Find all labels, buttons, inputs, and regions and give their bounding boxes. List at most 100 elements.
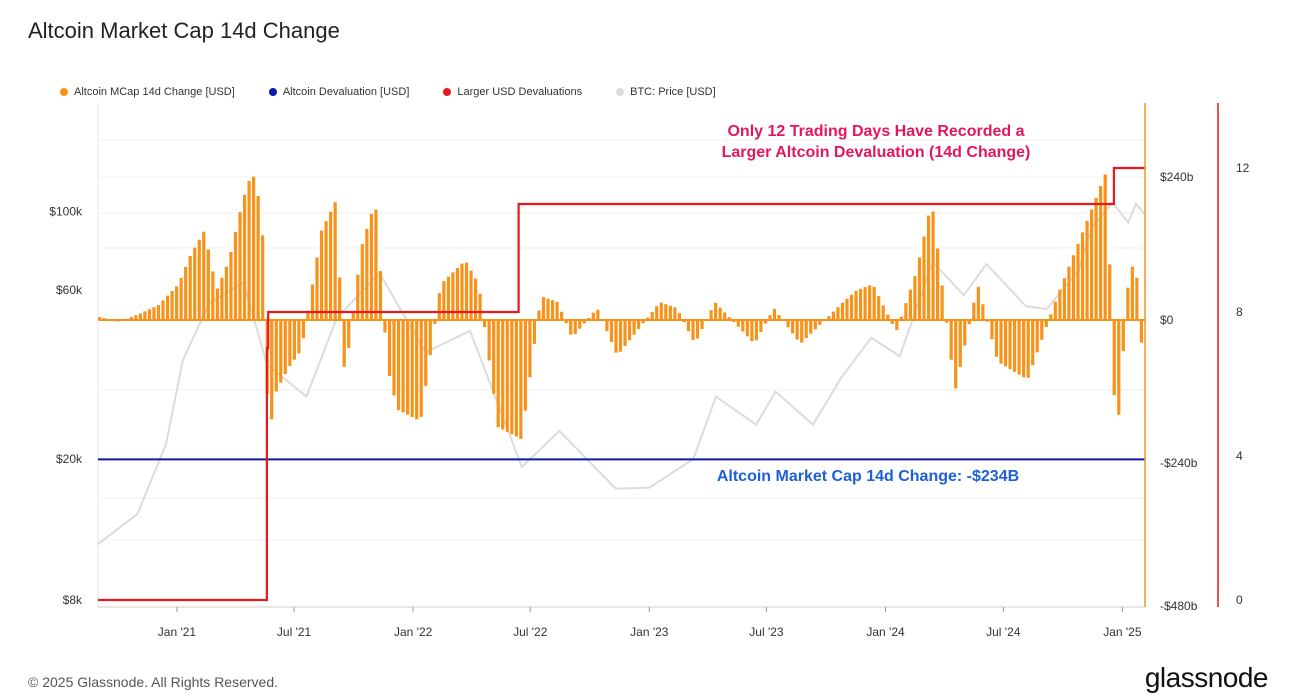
mcap-change-bar xyxy=(827,316,831,320)
mcap-change-bar xyxy=(428,320,432,355)
mcap-change-bar xyxy=(754,320,759,341)
mcap-change-bar xyxy=(872,286,876,320)
mcap-change-bar xyxy=(800,320,804,343)
mcap-change-bar xyxy=(714,302,718,320)
mcap-change-bar xyxy=(881,305,885,320)
left-tick-label-2: $60k xyxy=(56,283,83,297)
mcap-change-bar xyxy=(555,301,559,320)
btc-price-line xyxy=(97,200,1146,545)
mcap-change-bar xyxy=(297,320,301,354)
mcap-change-bar xyxy=(940,285,944,320)
mcap-change-bar xyxy=(1040,320,1044,340)
mcap-change-bar xyxy=(609,320,614,342)
mcap-change-bar xyxy=(818,320,822,325)
right-count-tick-label-0: 12 xyxy=(1236,161,1250,175)
right-usd-tick-label-2: -$240b xyxy=(1160,456,1198,470)
grid-lines xyxy=(97,103,1145,608)
x-tick-label-2: Jan '22 xyxy=(394,625,433,639)
legend-item-btc-price[interactable]: BTC: Price [USD] xyxy=(616,86,716,98)
mcap-change-bar xyxy=(659,302,663,320)
mcap-change-bar xyxy=(437,293,441,320)
mcap-change-bar xyxy=(886,314,890,320)
x-tick-label-5: Jul '23 xyxy=(749,625,784,639)
mcap-change-bar xyxy=(1135,277,1139,320)
mcap-change-bar xyxy=(641,320,645,324)
mcap-change-bar xyxy=(464,262,469,320)
mcap-change-bar xyxy=(224,266,229,320)
mcap-change-bar xyxy=(523,320,527,411)
left-tick-label-1: $20k xyxy=(56,452,83,466)
mcap-change-bar xyxy=(519,320,523,439)
mcap-change-bar xyxy=(365,229,369,320)
mcap-change-bar xyxy=(1008,320,1012,370)
brand-logo: glassnode xyxy=(1144,662,1269,693)
mcap-change-bar xyxy=(954,320,958,389)
x-tick-label-6: Jan '24 xyxy=(866,625,905,639)
mcap-change-bar xyxy=(247,180,251,320)
legend-item-mcap-change[interactable]: Altcoin MCap 14d Change [USD] xyxy=(60,86,235,98)
mcap-change-bar xyxy=(1012,320,1017,372)
mcap-change-bar xyxy=(1117,320,1121,415)
mcap-change-bar xyxy=(315,257,319,320)
mcap-change-bar xyxy=(1085,220,1089,320)
mcap-change-bar xyxy=(306,311,310,320)
right-usd-tick-label-0: $240b xyxy=(1160,170,1194,184)
mcap-change-bar xyxy=(360,244,364,320)
mcap-change-bar xyxy=(455,267,460,320)
mcap-change-bar xyxy=(460,263,464,320)
mcap-change-bar xyxy=(591,312,595,320)
overlay-lines xyxy=(98,166,1145,602)
mcap-change-bar xyxy=(1121,320,1125,352)
mcap-change-bar xyxy=(496,320,500,428)
mcap-change-bar xyxy=(505,320,509,432)
mcap-change-bar xyxy=(768,315,772,320)
mcap-change-bar xyxy=(890,320,894,324)
mcap-change-bar xyxy=(958,320,962,367)
mcap-change-bar xyxy=(98,317,102,320)
mcap-change-bar xyxy=(1017,320,1021,375)
mcap-change-bar xyxy=(1108,264,1112,320)
mcap-change-bar xyxy=(319,230,324,320)
legend-item-larger-devaluations[interactable]: Larger USD Devaluations xyxy=(443,86,582,98)
mcap-change-bar xyxy=(718,307,722,320)
mcap-change-bar xyxy=(1089,209,1094,320)
mcap-change-bar xyxy=(963,320,967,346)
mcap-change-bar xyxy=(473,278,478,320)
mcap-change-bar xyxy=(682,320,686,323)
mcap-change-bar xyxy=(1103,174,1107,320)
mcap-change-bar xyxy=(845,298,849,320)
mcap-change-bar xyxy=(1076,243,1080,320)
mcap-change-bar xyxy=(161,300,165,320)
mcap-change-bar xyxy=(999,320,1003,364)
mcap-change-bar xyxy=(849,294,854,320)
legend-label-larger-devaluations: Larger USD Devaluations xyxy=(457,86,583,98)
mcap-change-bar xyxy=(233,232,238,320)
mcap-change-bar xyxy=(143,311,147,320)
mcap-change-bar xyxy=(700,320,704,330)
mcap-change-bars xyxy=(98,174,1144,439)
mcap-change-bar xyxy=(1035,320,1039,353)
mcap-change-bar xyxy=(333,202,337,320)
mcap-change-bar xyxy=(261,235,265,320)
mcap-change-bar xyxy=(741,320,745,332)
legend-item-devaluation[interactable]: Altcoin Devaluation [USD] xyxy=(268,86,409,98)
copyright-footer: © 2025 Glassnode. All Rights Reserved. xyxy=(28,674,279,690)
legend-dot-btc-price xyxy=(616,88,625,96)
mcap-change-bar xyxy=(772,308,777,320)
right-usd-tick-label-3: -$480b xyxy=(1160,599,1198,613)
mcap-change-bar xyxy=(931,211,935,320)
mcap-change-bar xyxy=(541,297,546,320)
mcap-change-bar xyxy=(419,320,423,417)
mcap-change-bar xyxy=(537,310,541,320)
annotation-bottom: Altcoin Market Cap 14d Change: -$234B xyxy=(717,468,1019,485)
mcap-change-bar xyxy=(935,248,940,320)
mcap-change-bar xyxy=(904,303,908,320)
mcap-change-bar xyxy=(1026,320,1030,378)
btc-price-series xyxy=(97,200,1146,545)
mcap-change-bar xyxy=(618,320,623,352)
mcap-change-bar xyxy=(836,307,840,320)
x-tick-label-7: Jul '24 xyxy=(986,625,1021,639)
mcap-change-bar xyxy=(446,276,450,320)
mcap-change-bar xyxy=(623,320,627,346)
